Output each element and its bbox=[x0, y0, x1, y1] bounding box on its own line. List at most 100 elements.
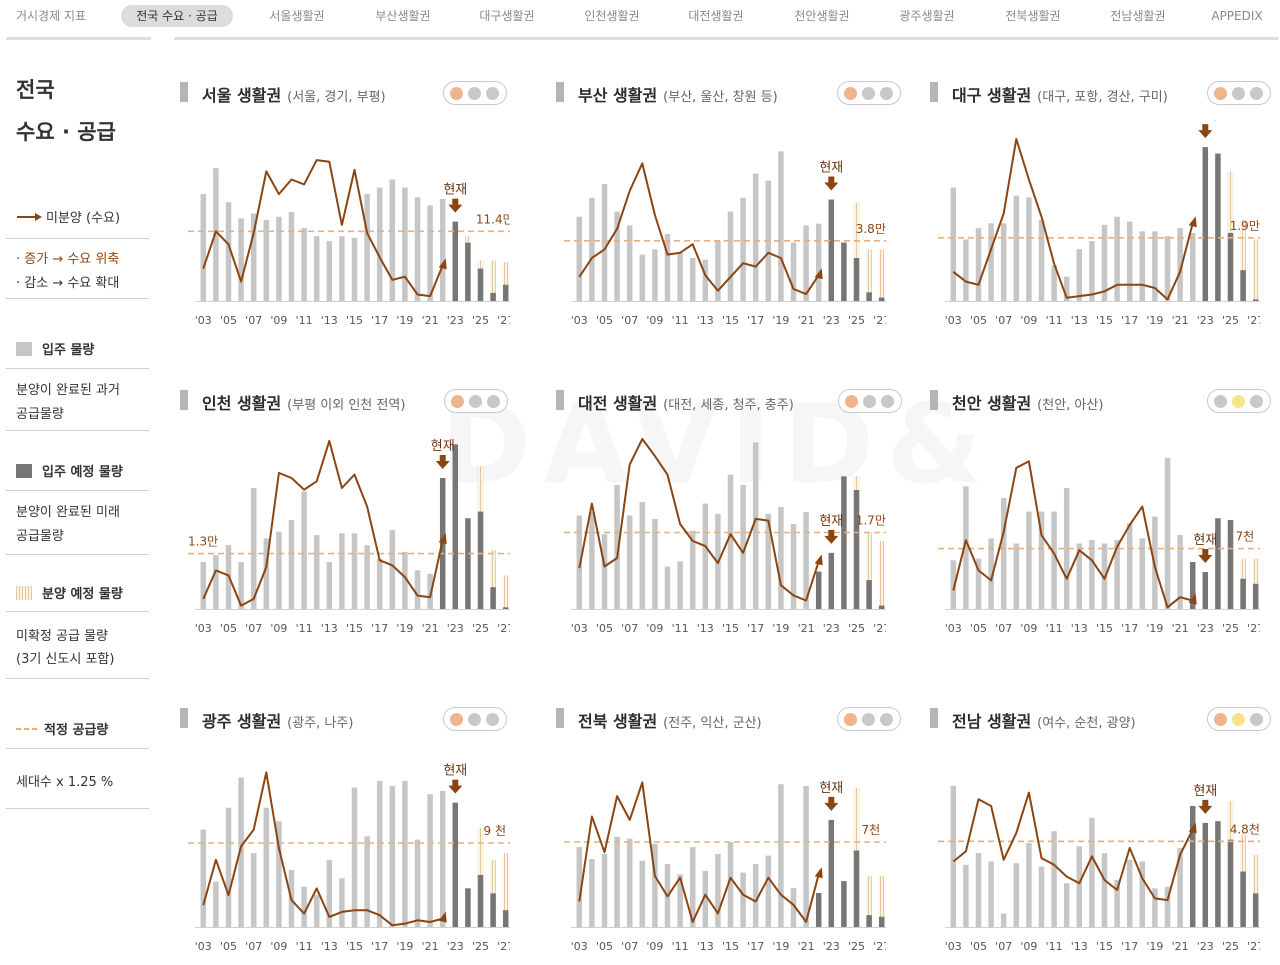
future-supply-bar bbox=[1227, 839, 1234, 927]
x-tick-label: '27 bbox=[873, 940, 886, 953]
past-supply-bar bbox=[803, 225, 809, 301]
x-tick-label: '17 bbox=[747, 314, 764, 327]
x-tick-label: '09 bbox=[1020, 940, 1037, 953]
past-supply-bar bbox=[276, 216, 282, 301]
past-supply-bar bbox=[1139, 861, 1146, 927]
x-tick-label: '09 bbox=[646, 940, 663, 953]
nav-tab-6[interactable]: 대전생활권 bbox=[688, 9, 744, 23]
future-supply-bar bbox=[502, 910, 509, 927]
swatch-future bbox=[16, 464, 32, 478]
nav-tab-3[interactable]: 부산생활권 bbox=[375, 9, 431, 23]
legend-supply-future-desc1: 분양이 완료된 미래 bbox=[16, 505, 120, 520]
chart-title: 인천 생활권 (부평 이외 인천 전역) bbox=[202, 390, 405, 414]
x-tick-label: '19 bbox=[396, 622, 413, 635]
signal-lights bbox=[1207, 707, 1271, 731]
x-tick-label: '17 bbox=[1121, 622, 1138, 635]
future-supply-bar bbox=[1202, 572, 1209, 609]
x-tick-label: '11 bbox=[296, 622, 313, 635]
demand-arrowhead-icon bbox=[814, 554, 823, 566]
x-tick-label: '19 bbox=[1146, 314, 1163, 327]
signal-lights bbox=[443, 81, 507, 105]
past-supply-bar bbox=[727, 211, 734, 301]
past-supply-bar bbox=[301, 228, 307, 301]
current-label: 현재 bbox=[443, 764, 467, 779]
x-tick-label: '17 bbox=[747, 940, 764, 953]
legend-optimal-label: 적정 공급량 bbox=[44, 723, 109, 738]
future-supply-bar bbox=[490, 893, 496, 927]
future-supply-bar bbox=[815, 893, 822, 927]
x-tick-label: '09 bbox=[270, 940, 287, 953]
signal-light-off-icon bbox=[1250, 395, 1263, 408]
chart-title: 부산 생활권 (부산, 울산, 창원 등) bbox=[578, 82, 778, 106]
past-supply-bar bbox=[765, 513, 772, 609]
future-supply-bar bbox=[1252, 893, 1259, 927]
x-tick-label: '23 bbox=[447, 940, 464, 953]
planned-bar bbox=[490, 260, 496, 301]
current-label: 현재 bbox=[1193, 784, 1217, 799]
chart-title-text: 부산 생활권 bbox=[578, 86, 658, 105]
x-tick-label: '19 bbox=[772, 622, 789, 635]
chart-subtitle: (여수, 순천, 광양) bbox=[1037, 716, 1136, 731]
chart-panel-6: 광주 생활권 (광주, 나주) 9 천 현재 '03 '05 '07 '09 '11 '13 '15… bbox=[180, 706, 520, 965]
future-supply-bar bbox=[828, 819, 835, 927]
past-supply-bar bbox=[576, 216, 583, 301]
past-supply-bar bbox=[1177, 228, 1183, 301]
signal-light-red-icon bbox=[450, 87, 463, 100]
nav-tab-0[interactable]: 거시경제 지표 bbox=[15, 9, 87, 23]
swatch-past bbox=[16, 342, 32, 356]
signal-light-yellow-icon bbox=[1232, 395, 1245, 408]
current-down-arrow-icon bbox=[448, 198, 463, 213]
past-supply-bar bbox=[339, 878, 345, 927]
past-supply-bar bbox=[790, 242, 797, 301]
chart-title: 대전 생활권 (대전, 세종, 청주, 충주) bbox=[578, 390, 794, 414]
nav-tab-10[interactable]: 전남생활권 bbox=[1110, 9, 1166, 23]
nav-tab-1[interactable]: 전국 수요 · 공급 bbox=[121, 5, 233, 27]
nav-tab-5[interactable]: 인천생활권 bbox=[584, 9, 640, 23]
x-tick-label: '13 bbox=[321, 622, 338, 635]
x-tick-label: '23 bbox=[823, 314, 840, 327]
x-tick-label: '11 bbox=[672, 314, 689, 327]
current-down-arrow-icon bbox=[448, 779, 463, 794]
x-tick-label: '23 bbox=[1197, 314, 1214, 327]
future-supply-bar bbox=[1189, 561, 1196, 609]
planned-bar bbox=[866, 876, 872, 927]
past-supply-bar bbox=[740, 484, 746, 609]
x-tick-label: '05 bbox=[596, 314, 613, 327]
demand-arrowhead-icon bbox=[814, 268, 823, 280]
chart-subtitle: (천안, 아산) bbox=[1037, 398, 1104, 413]
past-supply-bar bbox=[715, 853, 721, 927]
future-supply-bar bbox=[841, 881, 847, 927]
past-supply-bar bbox=[250, 213, 257, 301]
past-supply-bar bbox=[601, 184, 608, 301]
x-tick-label: '17 bbox=[747, 622, 764, 635]
chart-title-text: 전북 생활권 bbox=[578, 712, 658, 731]
chart-subtitle: (대구, 포항, 경산, 구미) bbox=[1037, 90, 1168, 105]
nav-tab-9[interactable]: 전북생활권 bbox=[1005, 9, 1061, 23]
x-tick-label: '23 bbox=[823, 940, 840, 953]
past-supply-bar bbox=[803, 512, 809, 609]
x-tick-label: '11 bbox=[672, 622, 689, 635]
signal-light-off-icon bbox=[880, 713, 893, 726]
x-tick-label: '17 bbox=[371, 940, 388, 953]
nav-tab-11[interactable]: APPEDIX bbox=[1211, 9, 1263, 23]
signal-light-red-icon bbox=[451, 395, 464, 408]
nav-tab-2[interactable]: 서울생활권 bbox=[269, 9, 325, 23]
x-tick-label: '17 bbox=[1121, 314, 1138, 327]
x-tick-label: '03 bbox=[571, 940, 588, 953]
nav-tab-8[interactable]: 광주생활권 bbox=[899, 9, 955, 23]
nav-tab-7[interactable]: 천안생활권 bbox=[794, 9, 850, 23]
past-supply-bar bbox=[376, 780, 383, 927]
future-supply-bar bbox=[490, 292, 496, 301]
x-tick-label: '07 bbox=[621, 314, 638, 327]
planned-bar bbox=[490, 550, 496, 609]
past-supply-bar bbox=[702, 259, 709, 301]
legend-supply-past-label: 입주 물량 bbox=[42, 343, 95, 358]
x-tick-label: '03 bbox=[195, 940, 212, 953]
past-supply-bar bbox=[790, 524, 797, 609]
past-supply-bar bbox=[1114, 216, 1120, 301]
chart-title-text: 광주 생활권 bbox=[202, 712, 282, 731]
past-supply-bar bbox=[439, 198, 446, 301]
nav-tab-4[interactable]: 대구생활권 bbox=[479, 9, 535, 23]
future-supply-bar bbox=[1227, 519, 1234, 609]
past-supply-bar bbox=[652, 249, 658, 301]
